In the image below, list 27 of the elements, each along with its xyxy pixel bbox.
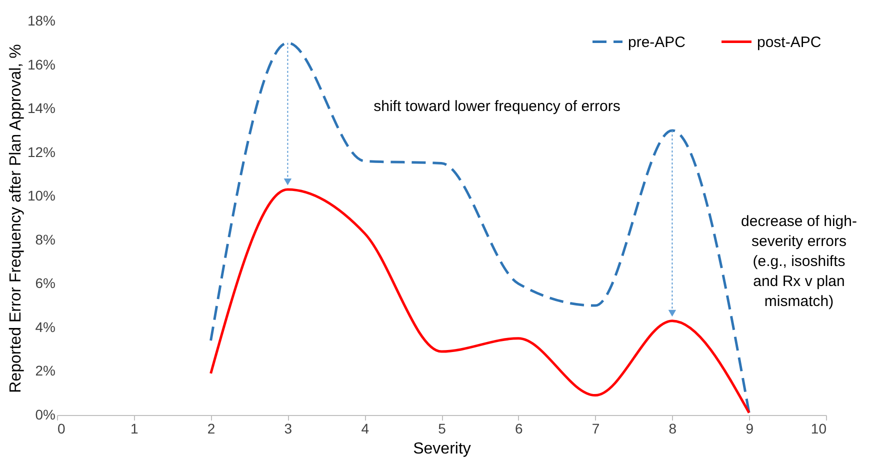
x-tick-label: 0 xyxy=(58,420,66,436)
y-tick-label: 12% xyxy=(27,144,56,160)
x-tick-label: 5 xyxy=(438,420,446,436)
x-tick-label: 10 xyxy=(810,420,827,436)
y-axis-title: Reported Error Frequency after Plan Approval, % xyxy=(7,44,24,393)
y-tick-label: 2% xyxy=(35,362,56,379)
x-tick-label: 3 xyxy=(284,420,292,436)
y-tick-label: 0% xyxy=(35,406,56,422)
x-tick-label: 7 xyxy=(592,420,600,436)
y-tick-label: 10% xyxy=(27,188,56,204)
y-tick-label: 8% xyxy=(35,231,56,248)
x-tick-label: 8 xyxy=(668,420,677,436)
annotation: shift toward lower frequency of errors xyxy=(374,98,620,115)
annotation: decrease of high-severity errors (e.g., isoshifts and Rx v plan mismatch) xyxy=(741,213,857,310)
y-tick-label: 14% xyxy=(27,100,56,116)
x-tick-label: 6 xyxy=(515,420,523,436)
y-tick-label: 18% xyxy=(27,12,56,28)
legend-label: post-APC xyxy=(757,34,822,51)
x-tick-label: 2 xyxy=(207,420,216,436)
x-tick-label: 4 xyxy=(361,420,370,436)
x-tick-label: 1 xyxy=(130,420,138,436)
y-tick-label: 16% xyxy=(27,56,56,72)
y-tick-label: 6% xyxy=(35,275,56,292)
x-tick-label: 9 xyxy=(746,420,754,436)
x-axis-title: Severity xyxy=(413,440,471,458)
legend-label: pre-APC xyxy=(628,34,686,51)
y-tick-label: 4% xyxy=(35,318,56,335)
